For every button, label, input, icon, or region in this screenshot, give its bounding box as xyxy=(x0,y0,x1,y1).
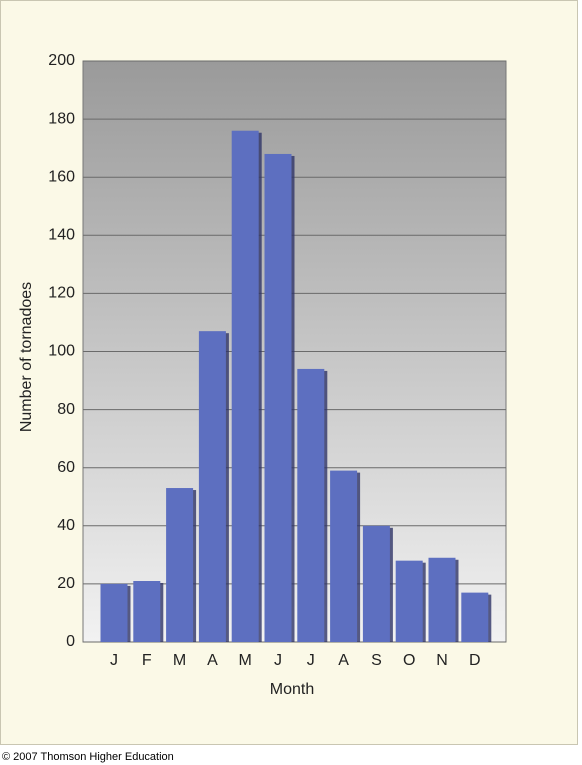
y-tick-label: 20 xyxy=(57,575,75,592)
y-tick-label: 160 xyxy=(48,168,75,185)
y-tick-label: 100 xyxy=(48,343,75,360)
x-tick-label: A xyxy=(207,652,218,669)
x-tick-label: A xyxy=(338,652,349,669)
x-tick-label: S xyxy=(371,652,382,669)
bar xyxy=(133,580,161,642)
bar xyxy=(330,470,358,642)
bar xyxy=(362,525,390,642)
bar xyxy=(231,130,259,642)
y-tick-label: 40 xyxy=(57,517,75,534)
bar xyxy=(428,557,456,642)
x-tick-label: J xyxy=(110,652,118,669)
y-tick-label: 120 xyxy=(48,285,75,302)
y-axis-label: Number of tornadoes xyxy=(18,282,35,432)
x-axis-label: Month xyxy=(270,681,314,698)
bar xyxy=(297,368,325,642)
x-tick-label: N xyxy=(436,652,448,669)
y-tick-label: 180 xyxy=(48,110,75,127)
x-tick-label: O xyxy=(403,652,415,669)
y-tick-label: 0 xyxy=(66,633,75,650)
bar xyxy=(264,153,292,642)
x-tick-label: M xyxy=(173,652,186,669)
x-tick-label: F xyxy=(142,652,152,669)
bar xyxy=(198,331,226,642)
credit: © 2007 Thomson Higher Education xyxy=(2,751,174,763)
bar xyxy=(395,560,423,642)
y-tick-label: 200 xyxy=(48,52,75,69)
bar xyxy=(461,592,489,642)
x-tick-label: D xyxy=(469,652,481,669)
y-tick-label: 60 xyxy=(57,459,75,476)
bar xyxy=(100,583,128,642)
x-tick-label: J xyxy=(307,652,315,669)
x-tick-label: J xyxy=(274,652,282,669)
y-tick-label: 80 xyxy=(57,401,75,418)
bar xyxy=(166,488,194,642)
x-tick-label: M xyxy=(239,652,252,669)
y-tick-label: 140 xyxy=(48,227,75,244)
